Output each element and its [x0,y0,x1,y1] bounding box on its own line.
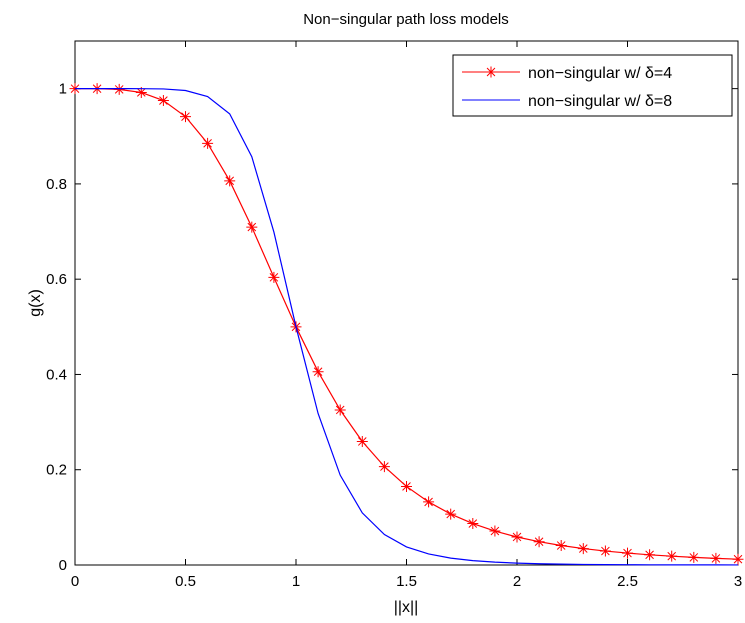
data-point-marker [135,86,147,98]
data-point-marker [688,551,700,563]
data-point-marker [445,508,457,520]
x-tick-label: 1.5 [396,573,417,590]
y-axis-label: g(x) [27,289,44,317]
x-tick-label: 3 [734,573,742,590]
data-point-marker [356,435,368,447]
legend-marker-series-1 [485,66,497,78]
data-point-marker [312,366,324,378]
data-point-marker [224,175,236,187]
x-tick-label: 1 [292,573,300,590]
data-point-marker [710,552,722,564]
data-point-marker [511,531,523,543]
x-tick-label: 0.5 [175,573,196,590]
y-tick-label: 1 [59,81,67,98]
data-point-marker [644,549,656,561]
data-point-marker [157,95,169,107]
data-point-marker [666,550,678,562]
data-point-marker [113,83,125,95]
data-point-marker [423,496,435,508]
data-point-marker [467,518,479,530]
x-axis-label: ||x|| [394,599,419,616]
data-point-marker [732,553,744,565]
data-point-marker [401,480,412,492]
legend-asterisk-marker [485,66,497,78]
data-point-marker [599,545,611,557]
data-point-marker [268,271,280,283]
data-point-marker [577,543,589,555]
chart-title: Non−singular path loss models [303,11,509,28]
y-tick-label: 0.6 [46,271,67,288]
y-tick-label: 0.2 [46,462,67,479]
legend: non−singular w/ δ=4 non−singular w/ δ=8 [452,54,733,117]
series-line-2 [75,88,739,566]
data-point-marker [202,137,214,149]
y-tick-label: 0.8 [46,176,67,193]
y-axis: 0 0.2 0.4 0.6 0.8 1 [46,81,738,574]
x-tick-label: 2.5 [617,573,638,590]
legend-box [452,54,733,117]
x-axis: 0 0.5 1 1.5 2 2.5 3 [71,41,742,590]
data-point-marker [555,540,567,552]
y-tick-label: 0.4 [46,366,67,383]
x-tick-label: 0 [71,573,79,590]
y-tick-label: 0 [59,557,67,574]
data-point-marker [489,525,501,537]
legend-label-series-2: non−singular w/ δ=8 [528,93,672,110]
data-point-marker [180,111,191,123]
series-layer [69,83,744,566]
data-point-marker [533,536,545,548]
plot-area-frame [74,40,739,566]
data-point-marker [334,404,346,416]
data-point-marker [246,221,258,233]
legend-label-series-1: non−singular w/ δ=4 [528,65,672,82]
data-point-marker [622,547,633,559]
x-tick-label: 2 [513,573,521,590]
data-point-marker [378,461,390,473]
